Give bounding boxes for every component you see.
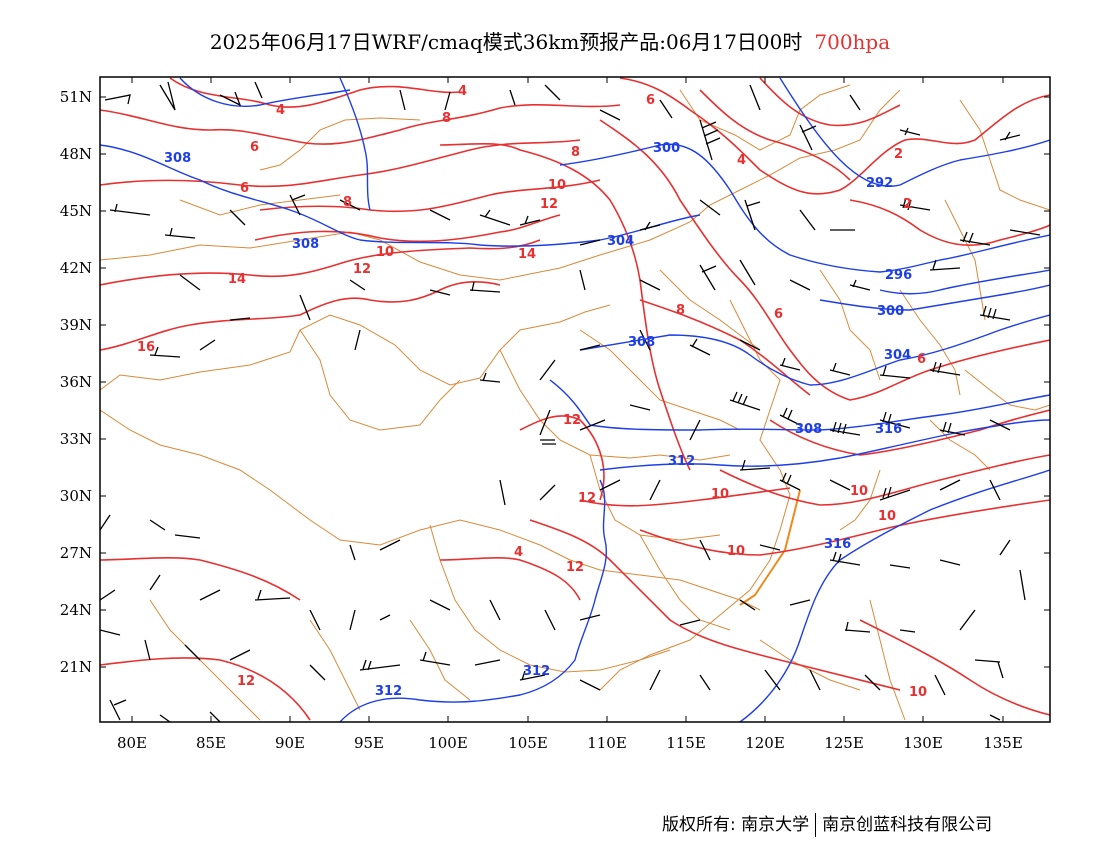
lon-label: 120E xyxy=(745,734,785,752)
temp-label: 6 xyxy=(250,140,259,155)
temp-label: 10 xyxy=(850,484,868,499)
temp-label: 12 xyxy=(353,262,371,277)
lat-label: 45N xyxy=(60,202,92,220)
lat-label: 36N xyxy=(60,373,92,391)
lat-label: 39N xyxy=(60,316,92,334)
temp-label: 4 xyxy=(276,103,285,118)
pressure-level: 700hpa xyxy=(814,30,891,54)
lon-label: 110E xyxy=(587,734,627,752)
lon-label: 105E xyxy=(508,734,548,752)
temp-label: 14 xyxy=(518,247,536,262)
country-borders xyxy=(100,84,1050,721)
temp-label: 12 xyxy=(540,197,558,212)
lon-label: 85E xyxy=(196,734,226,752)
copyright-right: 南京创蓝科技有限公司 xyxy=(822,815,993,835)
lon-label: 130E xyxy=(903,734,943,752)
wind-barbs xyxy=(100,81,1041,722)
temp-label: 16 xyxy=(137,340,155,355)
height-label: 308 xyxy=(292,237,319,252)
lon-ticks xyxy=(131,77,1004,722)
temperature-contours xyxy=(100,77,1050,721)
temp-label: 4 xyxy=(458,84,467,99)
lon-labels: 80E 85E 90E 95E 100E 105E 110E 115E 120E… xyxy=(117,734,1023,752)
temp-label: 6 xyxy=(774,307,783,322)
lat-label: 42N xyxy=(60,259,92,277)
map-frame xyxy=(99,76,1051,723)
height-label: 300 xyxy=(877,304,904,319)
temp-label: 10 xyxy=(548,178,566,193)
temp-label: 10 xyxy=(727,544,745,559)
lat-label: 21N xyxy=(60,658,92,676)
lon-label: 135E xyxy=(983,734,1023,752)
height-label: 300 xyxy=(653,141,680,156)
lat-ticks xyxy=(100,96,1050,668)
height-contours xyxy=(100,77,1050,722)
temp-label: 2 xyxy=(894,147,903,162)
height-labels: 308 300 292 308 304 296 300 304 308 308 … xyxy=(164,141,912,699)
temp-label: 8 xyxy=(571,145,580,160)
temp-label: 4 xyxy=(514,545,523,560)
lat-label: 51N xyxy=(60,88,92,106)
temp-label: 10 xyxy=(711,487,729,502)
lat-label: 48N xyxy=(60,145,92,163)
map-title: 2025年06月17日WRF/cmaq模式36km预报产品:06月17日00时 7… xyxy=(0,26,1100,55)
lat-label: 27N xyxy=(60,544,92,562)
temp-label: 2 xyxy=(903,197,912,212)
lat-labels: 51N 48N 45N 42N 39N 36N 33N 30N 27N 24N … xyxy=(60,88,92,676)
temp-label: 8 xyxy=(343,195,352,210)
height-label: 312 xyxy=(523,664,550,679)
temp-label: 12 xyxy=(578,491,596,506)
height-label: 308 xyxy=(628,335,655,350)
temp-label: 12 xyxy=(566,560,584,575)
height-label: 308 xyxy=(164,151,191,166)
lon-label: 90E xyxy=(275,734,305,752)
temp-label: 4 xyxy=(737,153,746,168)
height-label: 308 xyxy=(795,422,822,437)
height-label: 316 xyxy=(875,422,902,437)
temperature-labels: 4 4 6 6 6 8 8 8 10 12 14 12 14 10 16 8 6… xyxy=(137,84,927,700)
copyright-footer: 版权所有: 南京大学 南京创蓝科技有限公司 xyxy=(662,810,992,837)
temp-label: 10 xyxy=(909,685,927,700)
height-label: 304 xyxy=(884,348,911,363)
lon-label: 125E xyxy=(824,734,864,752)
height-label: 312 xyxy=(668,454,695,469)
map-background xyxy=(100,77,1050,722)
copyright-left: 版权所有: 南京大学 xyxy=(662,815,810,835)
lon-label: 80E xyxy=(117,734,147,752)
lon-label: 95E xyxy=(354,734,384,752)
height-label: 292 xyxy=(866,176,893,191)
temp-label: 6 xyxy=(917,352,926,367)
coastline xyxy=(739,489,801,606)
title-main: 2025年06月17日WRF/cmaq模式36km预报产品:06月17日00时 xyxy=(209,30,803,54)
height-label: 304 xyxy=(607,234,634,249)
temp-label: 8 xyxy=(442,111,451,126)
temp-label: 12 xyxy=(563,413,581,428)
height-label: 316 xyxy=(824,537,851,552)
height-label: 312 xyxy=(375,684,402,699)
temp-label: 6 xyxy=(646,93,655,108)
temp-label: 12 xyxy=(237,674,255,689)
lat-label: 24N xyxy=(60,601,92,619)
lat-label: 30N xyxy=(60,487,92,505)
lon-label: 115E xyxy=(666,734,706,752)
lat-label: 33N xyxy=(60,430,92,448)
temp-label: 14 xyxy=(228,272,246,287)
temp-label: 6 xyxy=(240,181,249,196)
lon-label: 100E xyxy=(428,734,468,752)
footer-divider xyxy=(815,813,817,837)
temp-label: 10 xyxy=(878,509,896,524)
height-label: 296 xyxy=(885,268,912,283)
temp-label: 8 xyxy=(676,303,685,318)
temp-label: 10 xyxy=(376,245,394,260)
